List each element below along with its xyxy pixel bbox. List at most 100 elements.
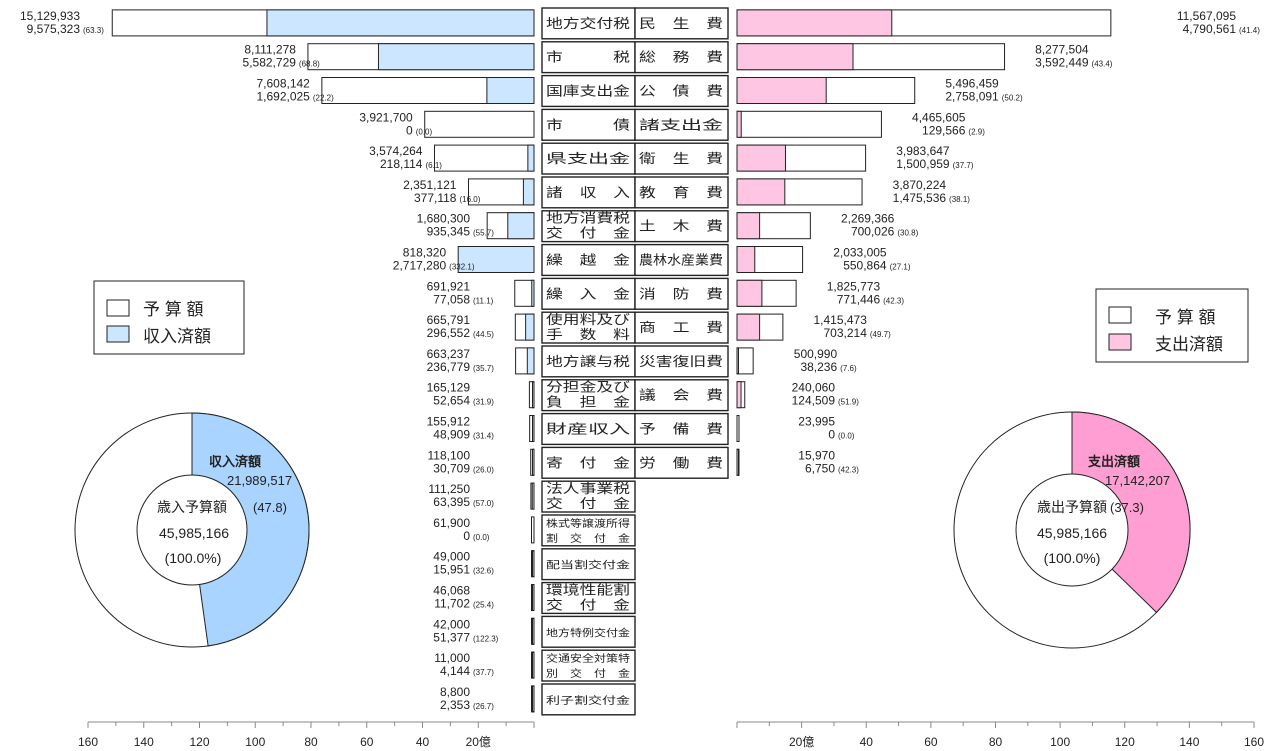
revenue-pct-value: (0.0)	[473, 533, 490, 542]
expense-category-label: 議 会 費	[639, 388, 723, 403]
expense-settled-bar	[736, 144, 786, 172]
revenue-settled-value: 9,575,323	[27, 22, 81, 36]
revenue-settled-value: 0	[406, 123, 413, 137]
revenue-budget-value: 111,250	[428, 482, 470, 496]
expense-pct-value: (7.6)	[840, 364, 857, 373]
expense-settled-bar	[736, 178, 786, 206]
expense-pie: 支出済額 17,142,207 (37.3) 歳出予算額 45,985,166 …	[953, 411, 1191, 649]
expense-pie-center-value: 45,985,166	[1037, 525, 1107, 541]
revenue-settled-bar	[532, 381, 535, 409]
revenue-settled-value: 30,709	[433, 461, 470, 475]
expense-legend-settled-swatch	[1108, 333, 1132, 351]
expense-category-label: 災害復旧費	[639, 354, 723, 369]
revenue-settled-bar	[531, 279, 535, 307]
revenue-pct-value: (68.8)	[299, 60, 320, 69]
revenue-category-cell	[541, 379, 636, 412]
expense-category-cell	[634, 446, 729, 479]
revenue-category-label: 交 付 金	[546, 598, 630, 613]
expense-x-tick-label: 140	[1179, 735, 1199, 749]
expense-settled-bar	[736, 347, 739, 375]
revenue-settled-bar	[532, 651, 535, 679]
expense-budget-bar	[736, 415, 740, 442]
expense-category-label: 教 育 費	[639, 185, 723, 200]
expense-pct-value: (50.2)	[1002, 94, 1023, 103]
revenue-category-label: 利子割交付金	[546, 694, 630, 707]
revenue-category-cell	[541, 615, 636, 648]
revenue-pie-settled-label: 収入済額	[209, 454, 261, 469]
expense-category-cell	[634, 142, 729, 175]
revenue-pie-center-value: 45,985,166	[159, 525, 229, 541]
expense-budget-value: 8,277,504	[1035, 43, 1089, 57]
expense-category-label: 土 木 費	[639, 219, 723, 234]
expense-budget-value: 1,825,773	[827, 279, 881, 293]
revenue-category-cell	[541, 345, 636, 378]
revenue-settled-value: 377,118	[414, 191, 457, 205]
revenue-pct-value: (16.0)	[459, 195, 480, 204]
revenue-category-cell	[541, 581, 636, 615]
expense-pie-center-title: 歳出予算額	[1037, 499, 1107, 515]
expense-settled-value: 4,790,561	[1183, 22, 1237, 36]
expense-budget-value: 3,870,224	[893, 178, 947, 192]
revenue-pct-value: (26.0)	[473, 465, 494, 474]
revenue-settled-value: 296,552	[427, 326, 471, 340]
expense-budget-bar	[736, 110, 882, 138]
revenue-pct-value: (55.7)	[473, 229, 494, 238]
revenue-settled-value: 236,779	[427, 360, 471, 374]
expense-pie-hole	[1015, 473, 1129, 587]
revenue-settled-value: 11,702	[434, 597, 470, 611]
expense-pie-settled-label: 支出済額	[1087, 454, 1140, 469]
revenue-category-label: 市 債	[546, 117, 630, 132]
expense-settled-bar	[736, 279, 763, 307]
revenue-pct-value: (11.1)	[473, 296, 494, 305]
revenue-settled-value: 63,395	[433, 495, 470, 509]
revenue-budget-value: 118,100	[428, 448, 471, 462]
revenue-settled-value: 935,345	[427, 225, 471, 239]
revenue-pct-value: (122.3)	[473, 634, 499, 643]
expense-category-label: 諸支出金	[639, 117, 723, 132]
expense-settled-value: 2,758,091	[945, 90, 999, 104]
revenue-pct-value: (22.2)	[313, 94, 334, 103]
revenue-category-cell	[541, 7, 636, 40]
revenue-settled-value: 77,058	[433, 292, 470, 306]
revenue-settled-bar	[526, 347, 535, 375]
revenue-pct-value: (0.0)	[416, 127, 433, 136]
revenue-category-label: 地方消費税	[546, 211, 630, 226]
revenue-category-label: 株式等譲渡所得	[546, 517, 630, 530]
expense-budget-bar	[736, 347, 754, 375]
revenue-settled-value: 51,377	[433, 630, 470, 644]
expense-pct-value: (37.7)	[953, 161, 974, 170]
expense-category-label: 民 生 費	[639, 16, 723, 31]
expense-category-cell	[634, 7, 729, 40]
expense-x-tick-label: 80	[989, 735, 1003, 749]
expense-category-cell	[634, 379, 729, 412]
expense-settled-bar	[736, 212, 761, 240]
revenue-pie-settled-pct: (47.8)	[253, 500, 287, 515]
revenue-x-tick-label: 60	[360, 735, 374, 749]
revenue-budget-value: 155,912	[427, 415, 471, 429]
revenue-pct-value: (25.4)	[473, 601, 494, 610]
expense-category-cell	[634, 176, 729, 209]
expense-category-label: 総 務 費	[639, 50, 723, 65]
revenue-category-label: 繰 越 金	[546, 253, 630, 268]
revenue-category-cell	[541, 514, 636, 547]
revenue-budget-value: 3,921,700	[359, 110, 413, 124]
expense-settled-value: 1,475,536	[893, 191, 947, 205]
revenue-settled-bar	[457, 246, 535, 273]
revenue-category-cell	[541, 548, 636, 581]
expense-category-cell	[634, 210, 729, 243]
revenue-pie: 収入済額 21,989,517 (47.8) 歳入予算額 45,985,166 …	[74, 412, 310, 648]
revenue-pct-value: (6.1)	[425, 161, 442, 170]
revenue-x-tick-label: 160	[78, 735, 98, 749]
expense-pct-value: (42.3)	[838, 465, 859, 474]
expense-category-cell	[634, 108, 729, 141]
revenue-x-tick-label: 80	[304, 735, 318, 749]
expense-legend-settled-label: 支出済額	[1155, 335, 1223, 354]
revenue-category-label: 地方特例交付金	[546, 626, 630, 639]
revenue-settled-value: 2,353	[440, 698, 470, 712]
expense-pct-value: (2.9)	[968, 127, 985, 136]
expense-settled-value: 0	[828, 428, 835, 442]
revenue-budget-value: 8,800	[440, 685, 470, 699]
expense-category-cell	[634, 243, 729, 277]
revenue-settled-bar	[377, 43, 535, 71]
expense-category-label: 労 働 費	[639, 455, 723, 470]
